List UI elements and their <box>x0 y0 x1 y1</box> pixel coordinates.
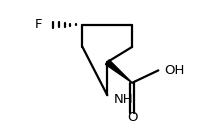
Text: OH: OH <box>164 64 184 77</box>
Text: O: O <box>127 111 137 124</box>
Text: F: F <box>35 18 42 31</box>
Polygon shape <box>105 60 132 83</box>
Text: NH: NH <box>114 93 134 106</box>
